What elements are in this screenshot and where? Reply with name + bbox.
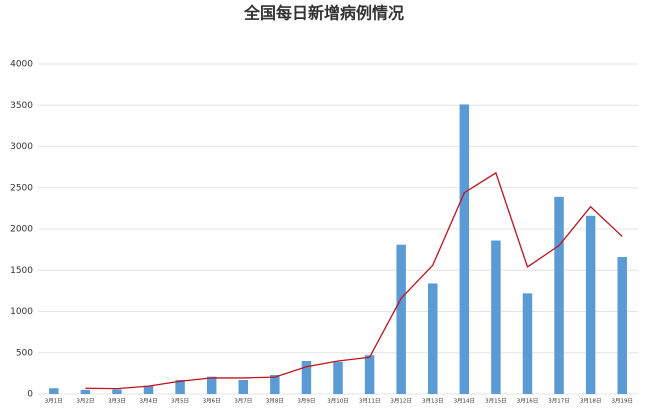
y-tick-label: 4000 — [10, 60, 33, 70]
x-tick-label: 3月2日 — [76, 398, 94, 405]
y-tick-label: 1500 — [10, 266, 33, 276]
x-tick-label: 3月13日 — [422, 398, 444, 405]
y-tick-label: 2000 — [10, 225, 33, 235]
x-tick-label: 3月11日 — [359, 398, 381, 405]
y-tick-label: 0 — [27, 390, 33, 400]
x-tick-label: 3月6日 — [203, 398, 221, 405]
x-tick-label: 3月12日 — [390, 398, 412, 405]
y-tick-label: 500 — [16, 348, 33, 358]
bar — [333, 361, 343, 394]
x-tick-label: 3月18日 — [580, 398, 602, 405]
bar — [428, 283, 438, 394]
x-tick-label: 3月10日 — [327, 398, 349, 405]
bar — [585, 215, 596, 394]
x-tick-label: 3月4日 — [140, 398, 158, 405]
x-tick-label: 3月7日 — [234, 398, 252, 405]
bar — [396, 244, 406, 394]
chart-title: 全国每日新增病例情况 — [243, 4, 404, 23]
x-tick-label: 3月15日 — [485, 398, 507, 405]
bar — [238, 379, 248, 394]
bar — [364, 355, 375, 394]
x-tick-label: 3月1日 — [45, 398, 63, 405]
bar — [175, 379, 185, 394]
bar — [112, 389, 122, 394]
x-tick-label: 3月14日 — [454, 398, 476, 405]
x-tick-label: 3月16日 — [517, 398, 539, 405]
x-tick-label: 3月5日 — [171, 398, 189, 405]
bar — [301, 361, 312, 394]
x-tick-label: 3月19日 — [611, 398, 633, 405]
bar — [459, 104, 470, 395]
y-tick-label: 1000 — [10, 307, 33, 317]
y-tick-label: 3000 — [10, 142, 33, 152]
bar — [270, 375, 280, 394]
x-tick-label: 3月8日 — [266, 398, 284, 405]
bar — [554, 196, 564, 394]
x-tick-label: 3月9日 — [297, 398, 315, 405]
line — [85, 171, 623, 390]
bar — [522, 293, 533, 394]
y-tick-label: 2500 — [10, 183, 33, 193]
bar — [617, 257, 627, 394]
bar — [143, 385, 154, 394]
x-tick-label: 3月3日 — [108, 398, 126, 405]
x-tick-label: 3月17日 — [548, 398, 570, 405]
bar — [206, 376, 217, 394]
y-tick-label: 3500 — [10, 101, 33, 111]
bar — [49, 388, 59, 394]
bar — [491, 240, 501, 394]
bar — [80, 389, 91, 394]
